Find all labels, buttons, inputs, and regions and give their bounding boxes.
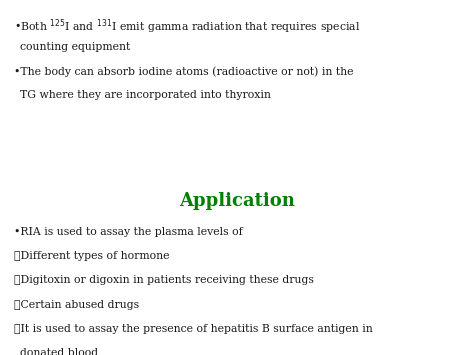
Text: donated blood: donated blood [20, 348, 98, 355]
Text: ➤Digitoxin or digoxin in patients receiving these drugs: ➤Digitoxin or digoxin in patients receiv… [14, 275, 314, 285]
Text: •Both $^{125}$I and $^{131}$I emit gamma radiation that requires special: •Both $^{125}$I and $^{131}$I emit gamma… [14, 18, 360, 36]
Text: counting equipment: counting equipment [20, 42, 130, 52]
Text: •The body can absorb iodine atoms (radioactive or not) in the: •The body can absorb iodine atoms (radio… [14, 66, 354, 77]
Text: ➤Different types of hormone: ➤Different types of hormone [14, 251, 170, 261]
Text: ➤It is used to assay the presence of hepatitis B surface antigen in: ➤It is used to assay the presence of hep… [14, 324, 373, 334]
Text: •RIA is used to assay the plasma levels of: •RIA is used to assay the plasma levels … [14, 227, 243, 237]
Text: Application: Application [179, 192, 295, 210]
Text: TG where they are incorporated into thyroxin: TG where they are incorporated into thyr… [20, 90, 271, 100]
Text: ➤Certain abused drugs: ➤Certain abused drugs [14, 300, 139, 310]
